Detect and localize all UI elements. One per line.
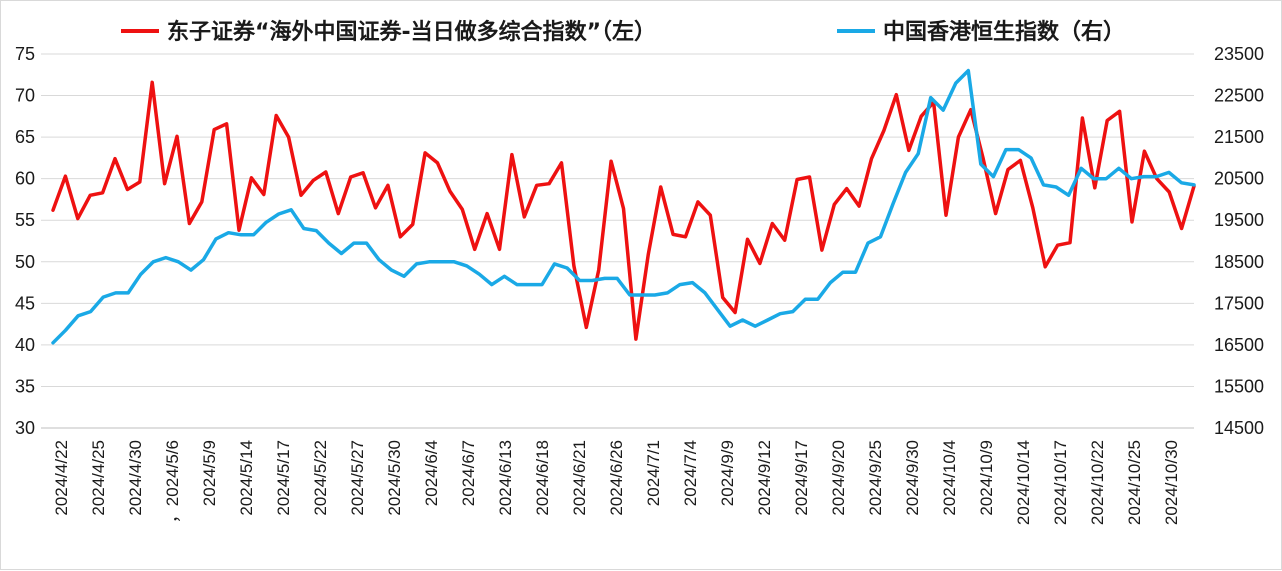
x-tick-label: 2024/10/30: [1162, 440, 1181, 525]
x-tick-label: 2024/5/17: [274, 440, 293, 516]
x-tick-label: 2024/4/25: [89, 440, 108, 516]
x-tick-label: 2024/6/13: [496, 440, 515, 516]
x-tick-label: 2024/9/30: [903, 440, 922, 516]
x-tick-label: ，2024/5/6: [163, 440, 182, 523]
y-left-tick-label: 70: [15, 86, 35, 106]
x-tick-label: 2024/10/4: [940, 440, 959, 516]
y-right-tick-label: 14500: [1214, 418, 1264, 438]
y-right-tick-label: 17500: [1214, 293, 1264, 313]
x-tick-label: 2024/10/9: [977, 440, 996, 516]
y-left-tick-label: 35: [15, 376, 35, 396]
x-tick-label: 2024/6/4: [422, 440, 441, 506]
x-tick-label: 2024/6/18: [533, 440, 552, 516]
legend: 东子证券“海外中国证券-当日做多综合指数”（左） 中国香港恒生指数（右）: [121, 19, 1125, 45]
x-tick-label: 2024/10/22: [1088, 440, 1107, 525]
legend-label-right-series: 中国香港恒生指数（右）: [883, 19, 1125, 45]
y-right-tick-label: 21500: [1214, 127, 1264, 147]
series-line-left-index: [51, 80, 1196, 341]
x-tick-label: 2024/9/25: [866, 440, 885, 516]
y-left-tick-label: 75: [15, 44, 35, 64]
y-right-tick-label: 18500: [1214, 252, 1264, 272]
y-left-tick-label: 30: [15, 418, 35, 438]
y-left-tick-label: 45: [15, 293, 35, 313]
x-tick-label: 2024/5/30: [385, 440, 404, 516]
legend-label-left-series: 东子证券“海外中国证券-当日做多综合指数”（左）: [167, 19, 656, 45]
x-tick-label: 2024/10/25: [1125, 440, 1144, 525]
x-tick-label: 2024/6/26: [607, 440, 626, 516]
x-tick-label: 2024/4/30: [126, 440, 145, 516]
y-left-tick-label: 40: [15, 335, 35, 355]
x-tick-label: 2024/7/4: [681, 440, 700, 506]
x-tick-label: 2024/5/14: [237, 440, 256, 516]
y-left-tick-label: 50: [15, 252, 35, 272]
y-right-tick-label: 22500: [1214, 86, 1264, 106]
y-right-tick-label: 19500: [1214, 210, 1264, 230]
x-tick-label: 2024/10/17: [1051, 440, 1070, 525]
series-line-hang-seng: [51, 68, 1196, 345]
gridlines: [41, 53, 1194, 387]
y-left-tick-label: 55: [15, 210, 35, 230]
axes: 30 35 40 45 50 55 60 65 70 75 14500 15500 16500 17500…: [15, 44, 1264, 525]
x-tick-label: 2024/9/9: [718, 440, 737, 506]
y-right-tick-label: 16500: [1214, 335, 1264, 355]
x-tick-label: 2024/5/22: [311, 440, 330, 516]
x-tick-label: 2024/7/1: [644, 440, 663, 506]
y-left-tick-label: 65: [15, 127, 35, 147]
x-tick-label: 2024/4/22: [52, 440, 71, 516]
x-tick-label: 2024/6/21: [570, 440, 589, 516]
series-lines: [51, 68, 1196, 345]
x-tick-label: 2024/5/27: [348, 440, 367, 516]
y-left-tick-label: 60: [15, 169, 35, 189]
x-tick-label: 2024/9/17: [792, 440, 811, 516]
x-tick-label: 2024/6/7: [459, 440, 478, 506]
x-tick-label: 2024/10/14: [1014, 440, 1033, 525]
y-right-tick-label: 15500: [1214, 376, 1264, 396]
x-tick-label: 2024/9/20: [829, 440, 848, 516]
y-right-tick-label: 20500: [1214, 169, 1264, 189]
y-right-tick-label: 23500: [1214, 44, 1264, 64]
x-tick-label: 2024/5/9: [200, 440, 219, 506]
x-tick-label: 2024/9/12: [755, 440, 774, 516]
